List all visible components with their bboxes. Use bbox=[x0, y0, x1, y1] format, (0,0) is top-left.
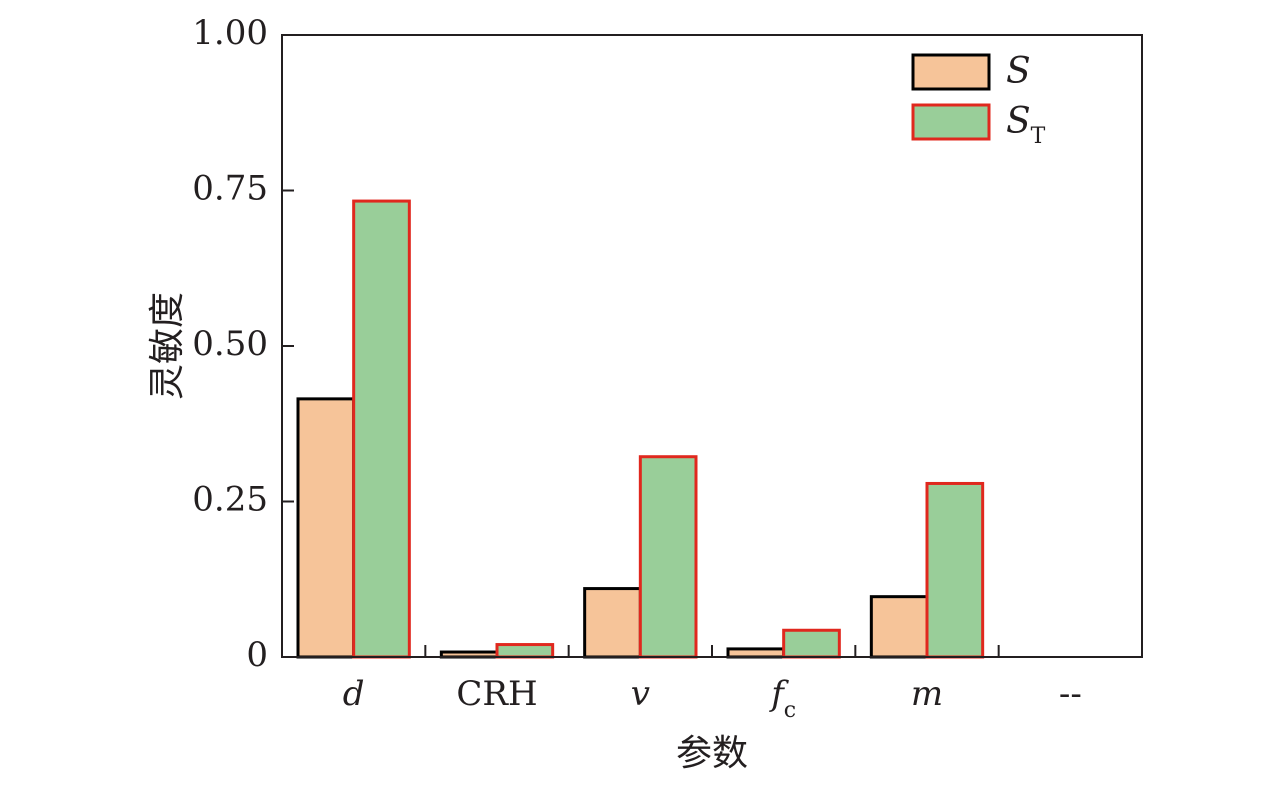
y-tick-label-2: 0.50 bbox=[192, 324, 268, 364]
legend-label-main-0: S bbox=[1006, 51, 1031, 92]
bar-st-0 bbox=[352, 199, 411, 659]
x-tick-label-2: v bbox=[631, 674, 650, 714]
legend-label-0: S bbox=[1006, 51, 1031, 92]
x-tick-label-main-0: d bbox=[343, 674, 365, 714]
y-tick-label-1: 0.25 bbox=[192, 480, 268, 520]
bar-s-2 bbox=[583, 587, 642, 659]
x-tick-label-4: m bbox=[911, 674, 943, 714]
x-tick-label-0: d bbox=[343, 674, 365, 714]
x-tick-label-5: -- bbox=[1059, 674, 1082, 714]
bar-st-4 bbox=[925, 481, 985, 659]
bar-s-4 bbox=[869, 595, 929, 659]
y-tick-label-0: 0 bbox=[246, 635, 268, 675]
legend-label-1: ST bbox=[1006, 101, 1046, 149]
x-tick-label-sub-3: c bbox=[784, 698, 796, 723]
x-tick-label-1: CRH bbox=[456, 674, 537, 714]
bar-s-3 bbox=[726, 647, 786, 659]
x-tick-label-main-1: CRH bbox=[456, 674, 537, 714]
x-tick-label-3: fc bbox=[768, 674, 796, 723]
y-axis-title: 灵敏度 bbox=[147, 292, 188, 400]
x-tick-label-main-2: v bbox=[631, 674, 650, 714]
legend-label-main-1: S bbox=[1006, 101, 1031, 142]
x-axis-ticks: d CRH v fc m -- bbox=[343, 645, 1082, 723]
plot-area bbox=[296, 199, 985, 659]
y-tick-label-3: 0.75 bbox=[192, 169, 268, 209]
y-tick-label-4: 1.00 bbox=[192, 13, 268, 53]
bar-st-1 bbox=[495, 643, 555, 659]
bar-st-3 bbox=[782, 628, 841, 659]
bar-st-2 bbox=[638, 455, 698, 659]
x-tick-label-main-4: m bbox=[911, 674, 943, 714]
legend-label-sub-1: T bbox=[1031, 124, 1046, 149]
x-tick-label-main-5: -- bbox=[1059, 674, 1082, 714]
legend: SST bbox=[911, 51, 1046, 149]
legend-swatch-0 bbox=[911, 53, 991, 91]
x-axis-title: 参数 bbox=[676, 733, 748, 774]
legend-swatch-1 bbox=[911, 103, 991, 141]
bar-s-0 bbox=[296, 397, 356, 659]
y-axis-ticks: 0 0.25 0.50 0.75 1.00 bbox=[192, 13, 294, 675]
